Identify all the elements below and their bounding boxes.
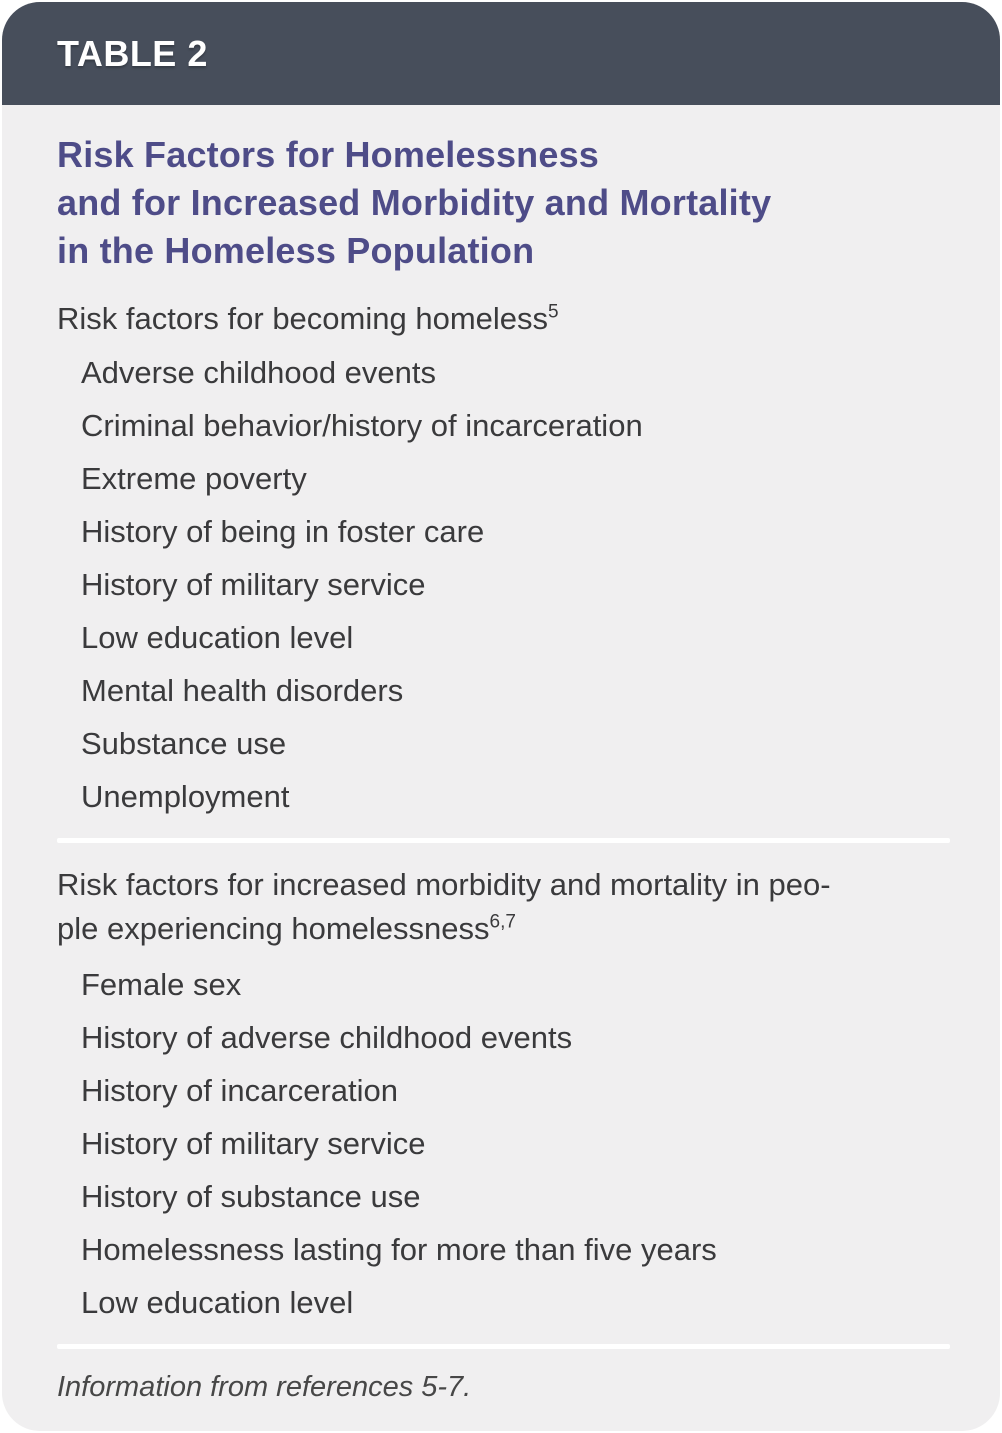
section-heading-reference-superscript: 5 <box>548 301 559 323</box>
risk-factor-item: History of being in foster care <box>81 514 485 549</box>
risk-factor-item: Female sex <box>81 967 242 1002</box>
table-title-line-1: Risk Factors for Homelessness <box>57 134 600 175</box>
risk-factor-item: History of military service <box>81 567 426 602</box>
table-title-line-2: and for Increased Morbidity and Mortalit… <box>57 182 772 223</box>
section-heading-reference-superscript: 6,7 <box>489 911 516 933</box>
section-heading-text: ple experiencing homelessness <box>57 911 490 946</box>
section-divider <box>57 838 950 843</box>
table-title: Risk Factors for Homelessness and for In… <box>57 131 950 275</box>
risk-list-morbidity-mortality: Female sex History of adverse childhood … <box>57 966 950 1322</box>
section-heading-text-line-2: ple experiencing homelessness6,7 <box>57 911 516 946</box>
source-footnote: Information from references 5-7. <box>57 1371 472 1403</box>
risk-factor-item: Low education level <box>81 1285 354 1320</box>
section-heading-becoming-homeless: Risk factors for becoming homeless5 <box>57 299 950 339</box>
table-body: Risk Factors for Homelessness and for In… <box>2 105 1000 1431</box>
section-heading-text: Risk factors for becoming homeless <box>57 301 549 336</box>
risk-factor-item: History of substance use <box>81 1179 421 1214</box>
risk-factor-item: Adverse childhood events <box>81 355 437 390</box>
risk-factor-item: History of adverse childhood events <box>81 1020 573 1055</box>
section-heading-text-line-1: Risk factors for increased morbidity and… <box>57 867 831 902</box>
risk-factor-item: Criminal behavior/history of incarcerati… <box>81 408 643 443</box>
table-title-line-3: in the Homeless Population <box>57 230 535 271</box>
table-number-label: TABLE 2 <box>57 32 208 74</box>
table-header-bar: TABLE 2 <box>2 2 1000 105</box>
risk-factor-item: Low education level <box>81 620 354 655</box>
risk-factor-item: Homelessness lasting for more than five … <box>81 1232 717 1267</box>
risk-factor-item: Substance use <box>81 726 287 761</box>
risk-factor-item: Mental health disorders <box>81 673 404 708</box>
risk-factor-item: Unemployment <box>81 779 290 814</box>
risk-factor-item: History of military service <box>81 1126 426 1161</box>
risk-factor-item: History of incarceration <box>81 1073 399 1108</box>
risk-factor-item: Extreme poverty <box>81 461 307 496</box>
risk-list-becoming-homeless: Adverse childhood events Criminal behavi… <box>57 354 950 816</box>
footer-divider <box>57 1344 950 1349</box>
section-heading-morbidity-mortality: Risk factors for increased morbidity and… <box>57 863 950 951</box>
